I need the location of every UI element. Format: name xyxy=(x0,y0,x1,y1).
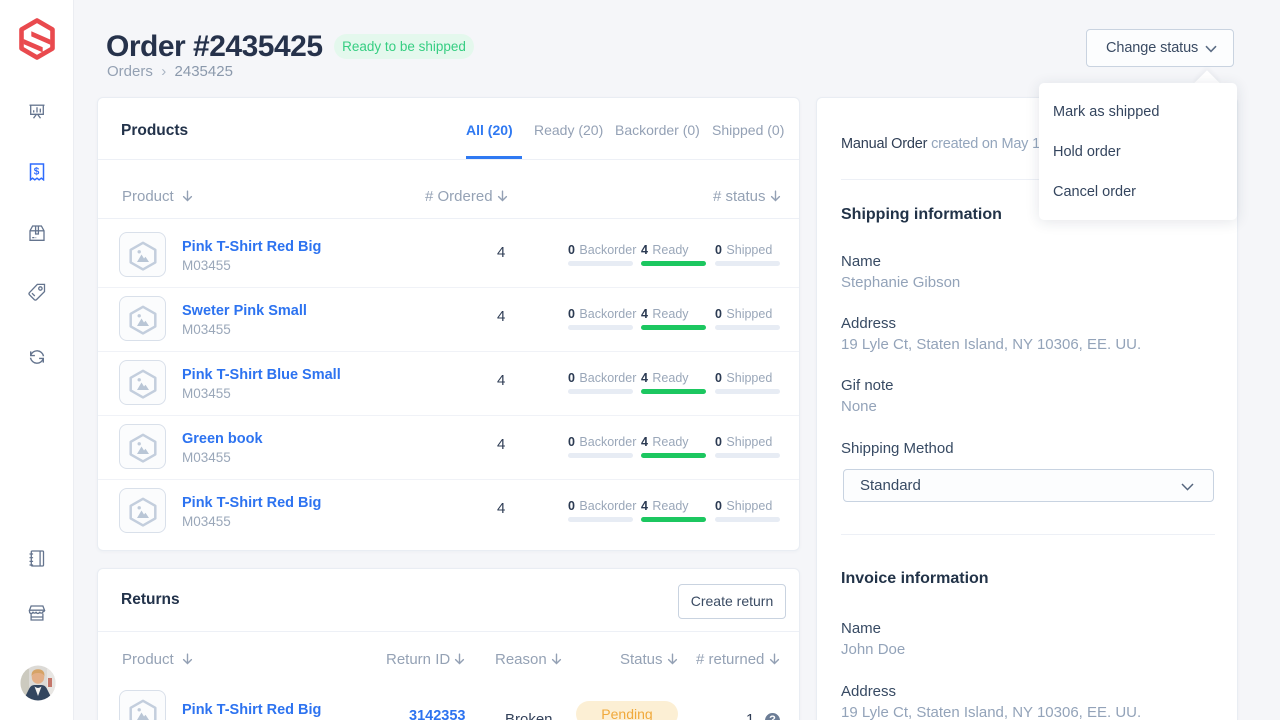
svg-text:$: $ xyxy=(34,167,40,178)
